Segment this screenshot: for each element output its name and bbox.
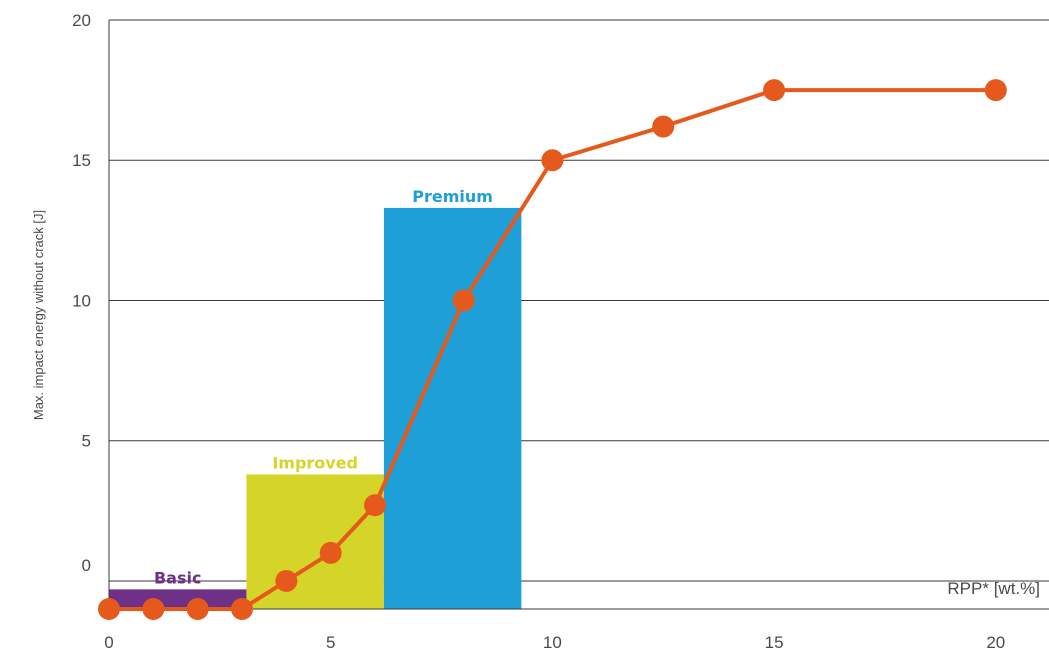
band-label-basic: Basic <box>154 568 201 587</box>
data-series <box>98 79 1007 620</box>
data-point-1 <box>142 598 165 620</box>
y-tick-0: 0 <box>82 556 91 575</box>
data-point-9 <box>652 115 675 138</box>
quality-bands: Basic Improved Premium <box>109 187 522 609</box>
y-axis-label: Max. impact energy without crack [J] <box>31 210 46 420</box>
grid-lines <box>109 19 1049 582</box>
data-point-11 <box>984 79 1007 102</box>
data-point-6 <box>364 494 387 517</box>
y-tick-20: 20 <box>72 11 91 30</box>
band-improved <box>246 474 384 609</box>
plot-frame <box>108 20 1049 610</box>
data-point-5 <box>319 541 342 564</box>
x-axis-label: RPP* [wt.%] <box>947 579 1040 598</box>
band-premium <box>383 207 522 609</box>
data-point-4 <box>275 569 298 592</box>
data-point-3 <box>231 598 254 620</box>
band-label-improved: Improved <box>272 453 358 472</box>
y-tick-5: 5 <box>82 432 91 451</box>
data-point-7 <box>452 289 475 312</box>
data-point-10 <box>763 79 786 102</box>
data-point-8 <box>541 149 564 172</box>
y-tick-15: 15 <box>72 151 91 170</box>
data-point-2 <box>186 598 209 620</box>
y-tick-10: 10 <box>72 291 91 310</box>
x-tick-20: 20 <box>986 633 1005 652</box>
x-tick-5: 5 <box>326 633 335 652</box>
data-point-0 <box>98 598 120 620</box>
x-tick-15: 15 <box>765 633 784 652</box>
band-basic <box>109 589 247 609</box>
band-label-premium: Premium <box>412 187 493 206</box>
x-tick-10: 10 <box>543 633 562 652</box>
x-tick-0: 0 <box>104 633 113 652</box>
tick-labels: 0 5 10 15 20 0 5 10 15 20 <box>72 11 1005 652</box>
